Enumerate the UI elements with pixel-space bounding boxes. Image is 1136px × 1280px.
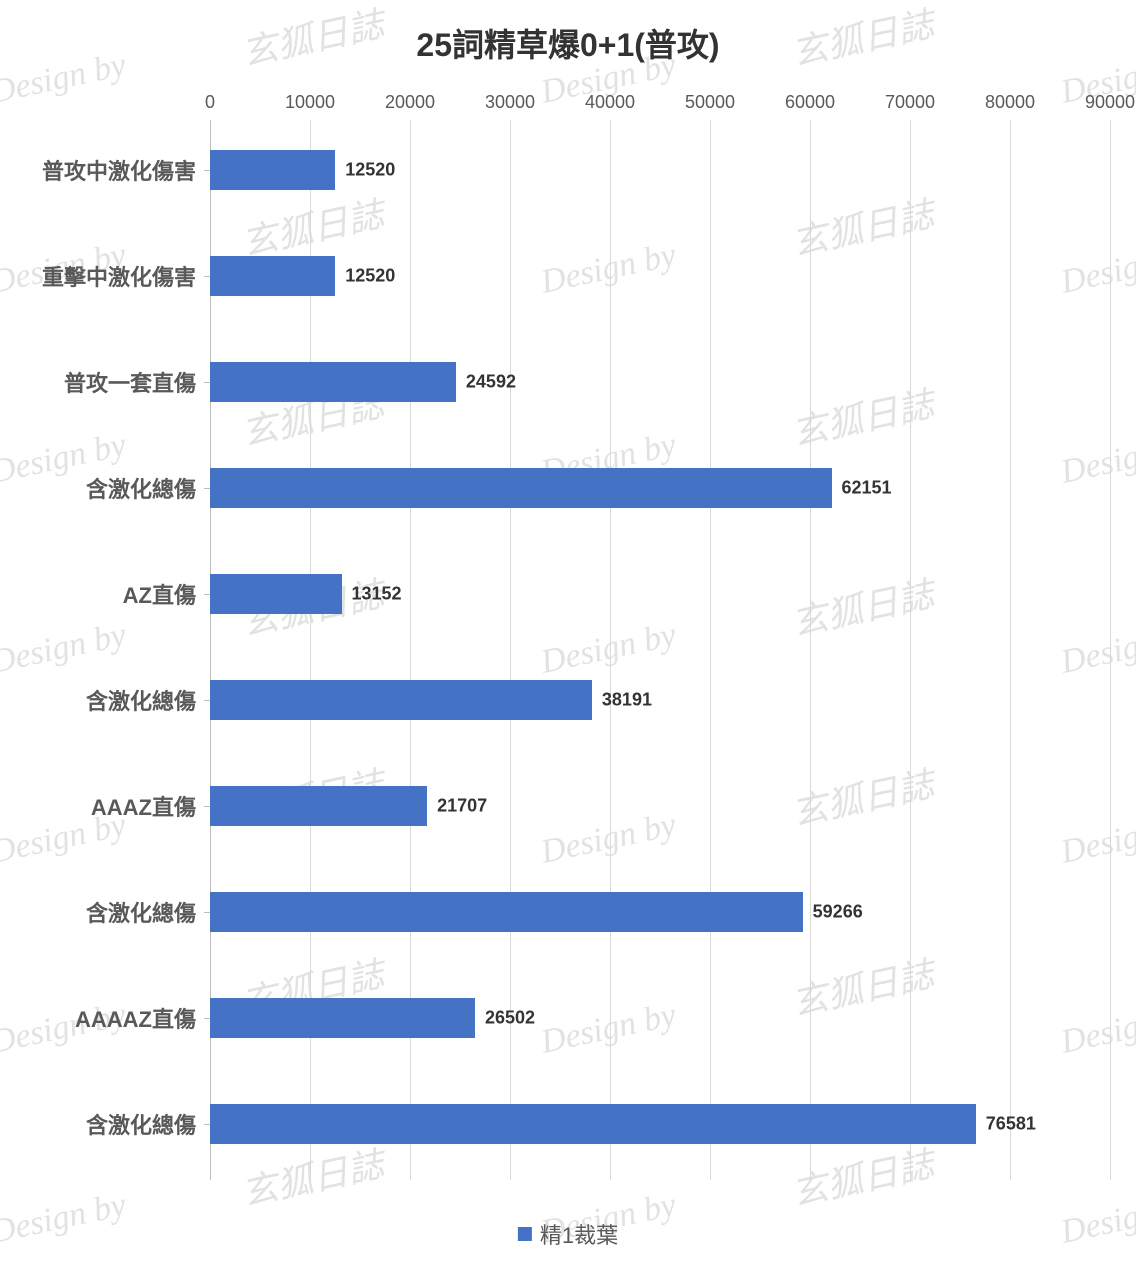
chart-title: 25詞精草爆0+1(普攻) (0, 0, 1136, 66)
bar-value-label: 26502 (485, 1008, 535, 1029)
y-tick-mark (204, 594, 210, 595)
bar-value-label: 38191 (602, 690, 652, 711)
y-tick-mark (204, 382, 210, 383)
x-tick-label: 20000 (385, 92, 435, 113)
gridline (1110, 120, 1111, 1180)
watermark-text: Design by (1058, 1186, 1136, 1252)
y-category-label: AAAAZ直傷 (75, 1002, 196, 1034)
x-tick-label: 30000 (485, 92, 535, 113)
y-tick-mark (204, 488, 210, 489)
y-tick-mark (204, 1124, 210, 1125)
y-category-label: 含激化總傷 (86, 1108, 196, 1140)
gridline (810, 120, 811, 1180)
gridline (910, 120, 911, 1180)
y-category-label: AAAZ直傷 (91, 790, 196, 822)
y-category-label: 普攻中激化傷害 (42, 154, 196, 186)
x-tick-label: 40000 (585, 92, 635, 113)
x-tick-label: 60000 (785, 92, 835, 113)
bar-value-label: 62151 (842, 478, 892, 499)
y-tick-mark (204, 700, 210, 701)
bar-value-label: 59266 (813, 902, 863, 923)
gridline (710, 120, 711, 1180)
bar-value-label: 24592 (466, 372, 516, 393)
x-tick-label: 70000 (885, 92, 935, 113)
bar-value-label: 13152 (352, 584, 402, 605)
y-tick-mark (204, 170, 210, 171)
bar (210, 998, 475, 1038)
x-tick-label: 0 (205, 92, 215, 113)
bar-value-label: 76581 (986, 1114, 1036, 1135)
y-tick-mark (204, 806, 210, 807)
bar (210, 256, 335, 296)
y-category-label: 普攻一套直傷 (64, 366, 196, 398)
bar (210, 468, 832, 508)
bar (210, 1104, 976, 1144)
bar (210, 892, 803, 932)
watermark-text: Design by (0, 616, 129, 682)
bar (210, 680, 592, 720)
plot-area: 12520 12520 24592 62151 13152 38191 21707 59266… (210, 120, 1110, 1180)
bar (210, 574, 342, 614)
bar-value-label: 21707 (437, 796, 487, 817)
x-tick-label: 90000 (1085, 92, 1135, 113)
bar-value-label: 12520 (345, 160, 395, 181)
y-category-label: AZ直傷 (123, 578, 196, 610)
chart-container: Design by玄狐日誌Design by玄狐日誌Design byDesig… (0, 0, 1136, 1280)
legend: 精1裁葉 (518, 1218, 618, 1250)
bar (210, 150, 335, 190)
watermark-text: Design by (0, 1186, 129, 1252)
bar-value-label: 12520 (345, 266, 395, 287)
y-tick-mark (204, 912, 210, 913)
x-tick-label: 80000 (985, 92, 1035, 113)
gridline (610, 120, 611, 1180)
y-category-label: 含激化總傷 (86, 684, 196, 716)
bar (210, 786, 427, 826)
y-category-label: 含激化總傷 (86, 472, 196, 504)
y-category-label: 重擊中激化傷害 (42, 260, 196, 292)
y-category-label: 含激化總傷 (86, 896, 196, 928)
x-tick-label: 10000 (285, 92, 335, 113)
x-tick-label: 50000 (685, 92, 735, 113)
y-tick-mark (204, 276, 210, 277)
y-tick-mark (204, 1018, 210, 1019)
legend-label: 精1裁葉 (540, 1218, 618, 1250)
gridline (1010, 120, 1011, 1180)
legend-swatch (518, 1227, 532, 1241)
bar (210, 362, 456, 402)
